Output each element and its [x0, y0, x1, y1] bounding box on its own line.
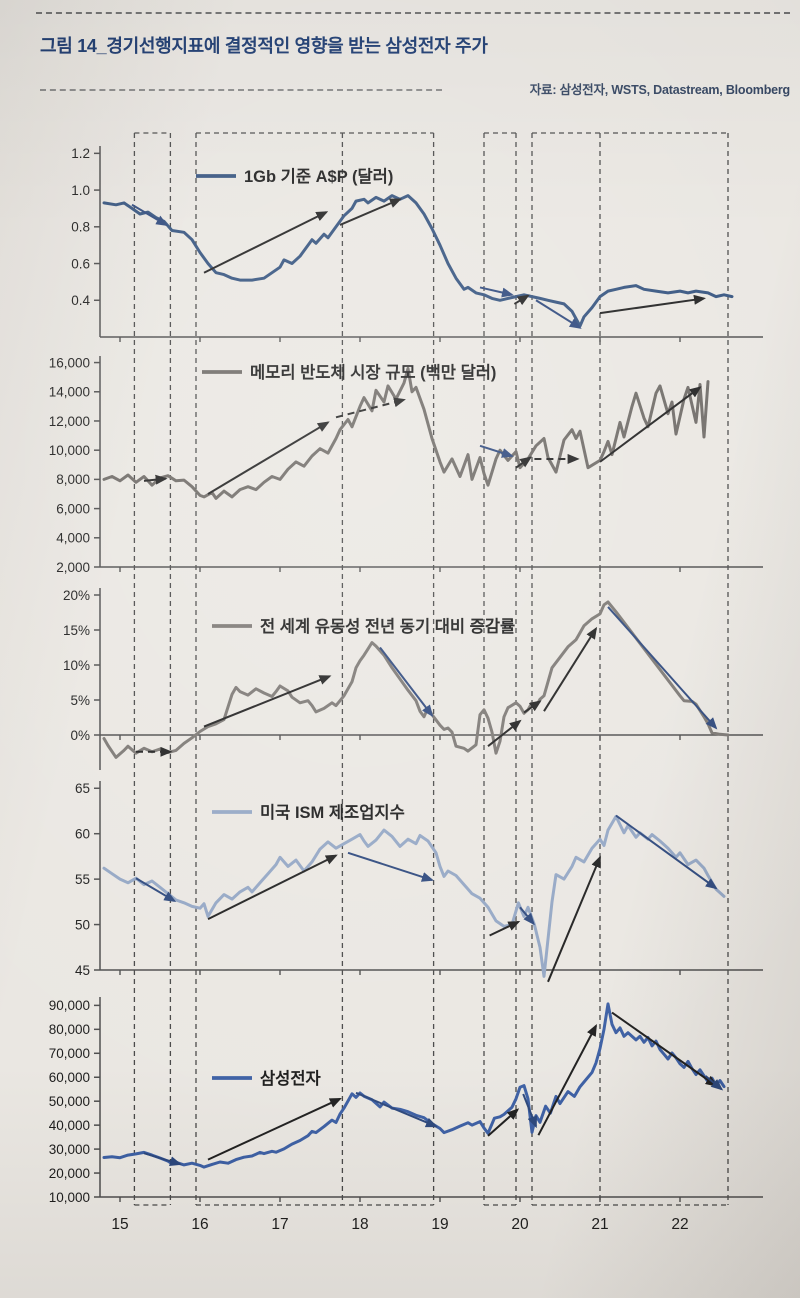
trend-arrow-black	[515, 456, 533, 469]
chart-dram-asp: 1.2 1.0 0.8 0.6 0.4 1Gb 기준 A$P (달러)	[71, 146, 763, 342]
y-tick-label: 60,000	[49, 1070, 90, 1085]
y-tick-label: 1.0	[71, 183, 90, 198]
x-tick-label: 16	[191, 1216, 208, 1233]
y-tick-label: 55	[75, 872, 90, 887]
x-tick-label: 15	[111, 1216, 128, 1233]
y-tick-label: 8,000	[56, 472, 90, 487]
trend-arrow-black	[523, 700, 542, 714]
y-tick-label: 0%	[70, 728, 90, 743]
trend-arrow-black	[487, 719, 522, 747]
trend-arrow-black	[339, 198, 402, 226]
trend-arrow-black	[599, 386, 702, 463]
trend-arrow-blue	[704, 1075, 724, 1091]
trend-arrow-blue	[479, 444, 514, 458]
trend-arrow-black	[543, 626, 598, 712]
y-tick-label: 20,000	[49, 1166, 90, 1181]
x-tick-label: 21	[591, 1216, 608, 1233]
legend-label: 메모리 반도체 시장 규모 (백만 달러)	[250, 362, 496, 382]
x-tick-label: 18	[351, 1216, 368, 1233]
y-tick-label: 70,000	[49, 1046, 90, 1061]
chart-memory-market-size: 16,000 14,000 12,000 10,000 8,000 6,000 4,000 2…	[49, 355, 763, 575]
y-tick-label: 45	[75, 963, 90, 978]
trend-arrow-blue	[615, 814, 718, 890]
series-line	[102, 814, 726, 978]
dashed-rule-top	[36, 12, 790, 14]
trend-arrow-black	[611, 1011, 718, 1087]
series-line	[102, 366, 710, 500]
y-tick-label: 6,000	[56, 501, 90, 516]
trend-arrow-black	[207, 854, 338, 921]
trend-arrow-blue	[355, 1091, 438, 1128]
trend-arrow-blue	[479, 286, 514, 298]
y-tick-label: 2,000	[56, 560, 90, 575]
trend-arrow-blue	[535, 299, 582, 329]
trend-arrow-black	[547, 855, 601, 983]
legend-label: 삼성전자	[260, 1069, 322, 1088]
highlight-boxes	[133, 132, 729, 1206]
y-tick-label: 80,000	[49, 1022, 90, 1037]
y-tick-label: 0.8	[71, 220, 90, 235]
y-tick-label: 5%	[70, 693, 90, 708]
y-tick-label: 65	[75, 781, 90, 796]
y-tick-label: 50	[75, 917, 90, 932]
chart-us-ism-manufacturing: 65 60 55 50 45 미국 ISM 제조업지수	[75, 781, 763, 983]
series-line	[102, 1002, 726, 1169]
y-tick-label: 16,000	[49, 355, 90, 370]
trend-arrow-blue	[135, 877, 177, 902]
y-tick-label: 15%	[63, 623, 90, 638]
y-tick-label: 0.4	[71, 293, 90, 308]
legend-label: 전 세계 유동성 전년 동기 대비 증감률	[260, 617, 515, 636]
chart-samsung-electronics-price: 90,000 80,000 70,000 60,000 50,000 40,000 30,0…	[49, 997, 763, 1205]
trend-arrow-black	[207, 421, 330, 495]
y-tick-label: 60	[75, 827, 90, 842]
y-tick-label: 50,000	[49, 1094, 90, 1109]
y-tick-label: 1.2	[71, 146, 90, 161]
series-line	[102, 194, 734, 328]
trend-arrow-blue	[379, 646, 434, 717]
x-tick-label: 19	[431, 1216, 448, 1233]
y-tick-label: 90,000	[49, 998, 90, 1013]
trend-arrow-black	[599, 294, 706, 315]
legend-label: 미국 ISM 제조업지수	[260, 803, 405, 822]
trend-arrow-black	[207, 1097, 342, 1161]
trend-arrow-black	[487, 1108, 520, 1137]
source-label: 자료: 삼성전자, WSTS, Datastream, Bloomberg	[529, 83, 790, 97]
x-tick-label: 17	[271, 1216, 288, 1233]
trend-arrow-blue	[607, 606, 718, 730]
trend-arrow-blue	[131, 203, 169, 226]
dashed-rule-source	[40, 89, 442, 91]
trend-arrow-blue	[143, 1152, 182, 1167]
y-tick-label: 10%	[63, 658, 90, 673]
trend-arrow-blue	[522, 1093, 537, 1129]
figure-title: 그림 14_경기선행지표에 결정적인 영향을 받는 삼성전자 주가	[40, 36, 488, 56]
x-axis-labels: 15 16 17 18 19 20 21 22	[111, 1216, 688, 1233]
y-tick-label: 10,000	[49, 1190, 90, 1205]
y-tick-label: 4,000	[56, 531, 90, 546]
chart-global-liquidity-yoy: 20% 15% 10% 5% 0% 전 세계 유동성 전년 동기 대비 증감률	[63, 588, 763, 770]
y-tick-label: 12,000	[49, 414, 90, 429]
trend-arrow-black	[489, 920, 521, 937]
trend-arrow-black	[143, 474, 168, 485]
y-tick-label: 40,000	[49, 1118, 90, 1133]
trend-arrow-blue	[519, 906, 535, 926]
legend-label: 1Gb 기준 A$P (달러)	[244, 166, 393, 186]
trend-arrow-black	[203, 675, 332, 728]
y-tick-label: 10,000	[49, 443, 90, 458]
y-tick-label: 0.6	[71, 256, 90, 271]
x-tick-label: 22	[671, 1216, 688, 1233]
trend-arrow-black	[537, 1023, 597, 1136]
y-tick-label: 14,000	[49, 385, 90, 400]
y-tick-label: 20%	[63, 588, 90, 603]
trend-arrow-black	[203, 211, 329, 274]
x-tick-label: 20	[511, 1216, 529, 1233]
trend-arrow-black	[513, 294, 530, 306]
y-tick-label: 30,000	[49, 1142, 90, 1157]
trend-arrow-blue	[347, 851, 434, 882]
